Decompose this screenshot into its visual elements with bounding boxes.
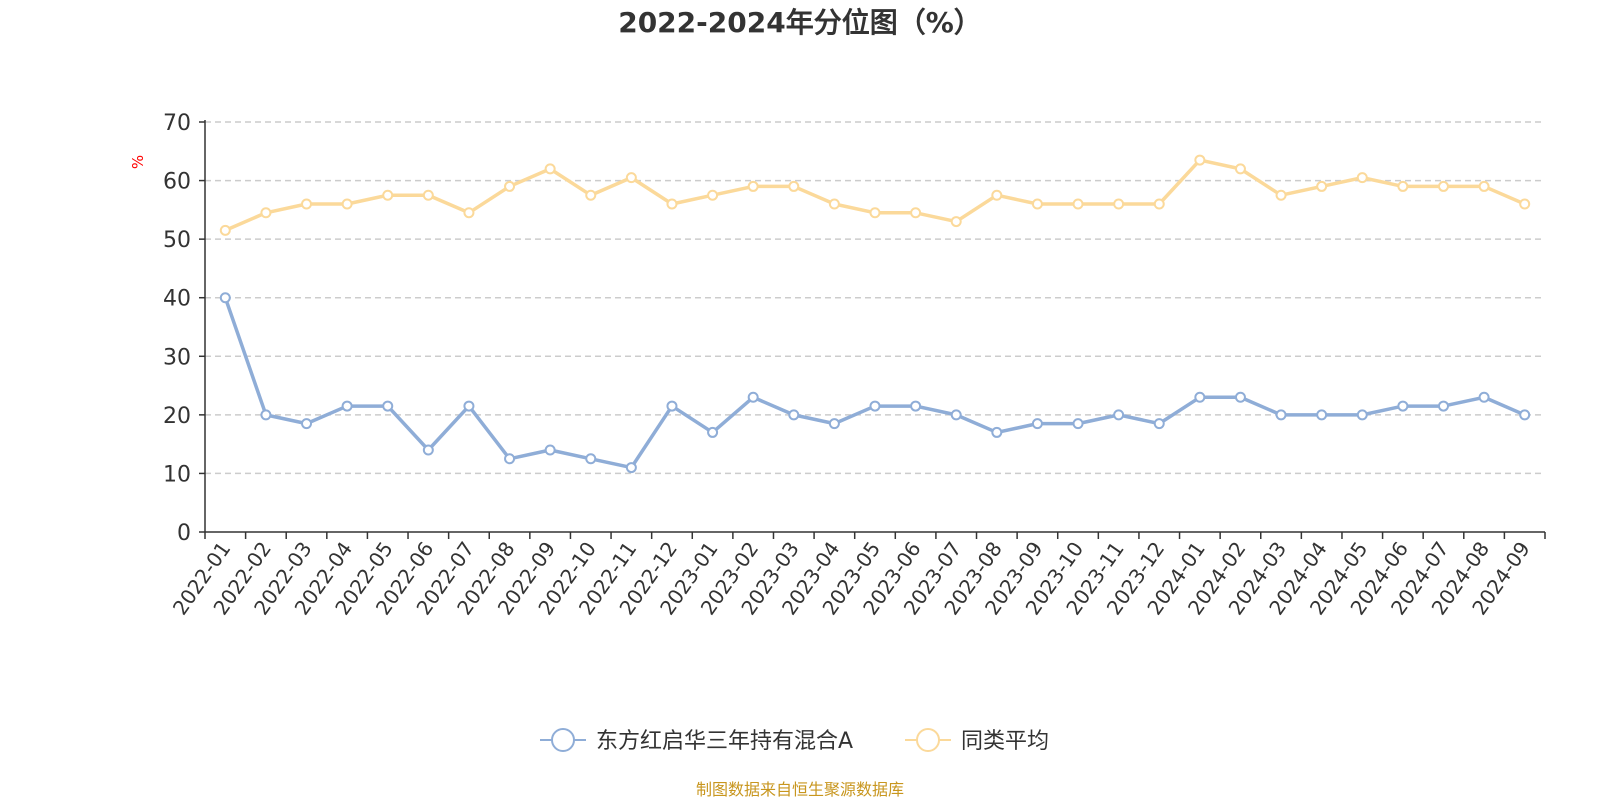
data-point[interactable] [1397, 180, 1409, 192]
data-point[interactable] [1519, 409, 1531, 421]
y-tick-label: 10 [163, 462, 191, 487]
data-point[interactable] [463, 207, 475, 219]
data-point[interactable] [1356, 409, 1368, 421]
data-point[interactable] [1113, 409, 1125, 421]
data-point[interactable] [260, 207, 272, 219]
data-point[interactable] [1437, 400, 1449, 412]
data-point[interactable] [666, 400, 678, 412]
legend[interactable]: 东方红启华三年持有混合A 同类平均 [540, 728, 1049, 754]
data-source-note: 制图数据来自恒生聚源数据库 [696, 780, 904, 799]
y-tick-label: 40 [163, 287, 191, 312]
grid [205, 121, 1545, 475]
y-tick-label: 30 [163, 345, 191, 370]
legend-item-2[interactable]: 同类平均 [905, 728, 1049, 754]
data-point[interactable] [544, 444, 556, 456]
data-point[interactable] [1316, 180, 1328, 192]
legend-label: 同类平均 [961, 729, 1049, 754]
data-point[interactable] [1478, 391, 1490, 403]
legend-label: 东方红启华三年持有混合A [596, 729, 853, 754]
legend-circle-icon [916, 728, 940, 752]
series-line [223, 297, 1526, 470]
series-2 [219, 154, 1531, 236]
data-point[interactable] [301, 418, 313, 430]
axes: 0102030405060702022-012022-022022-032022… [163, 111, 1546, 619]
data-point[interactable] [1437, 180, 1449, 192]
data-point[interactable] [1356, 172, 1368, 184]
data-point[interactable] [585, 453, 597, 465]
data-point[interactable] [1194, 391, 1206, 403]
data-point[interactable] [1519, 198, 1531, 210]
data-point[interactable] [666, 198, 678, 210]
data-point[interactable] [463, 400, 475, 412]
data-point[interactable] [260, 409, 272, 421]
data-point[interactable] [504, 180, 516, 192]
data-point[interactable] [301, 198, 313, 210]
data-point[interactable] [707, 189, 719, 201]
data-point[interactable] [788, 409, 800, 421]
data-point[interactable] [1031, 418, 1043, 430]
data-point[interactable] [910, 207, 922, 219]
data-point[interactable] [788, 180, 800, 192]
data-point[interactable] [1031, 198, 1043, 210]
data-point[interactable] [625, 172, 637, 184]
data-point[interactable] [1153, 418, 1165, 430]
series-line [224, 158, 1526, 232]
data-point[interactable] [747, 391, 759, 403]
data-point[interactable] [869, 207, 881, 219]
data-point[interactable] [341, 198, 353, 210]
data-point[interactable] [991, 189, 1003, 201]
data-point[interactable] [1275, 409, 1287, 421]
y-tick-label: 70 [163, 111, 191, 136]
data-point[interactable] [1275, 189, 1287, 201]
series-1 [219, 292, 1531, 474]
data-point[interactable] [707, 426, 719, 438]
y-axis-unit: % [129, 155, 147, 169]
data-point[interactable] [382, 189, 394, 201]
data-point[interactable] [1234, 391, 1246, 403]
data-point[interactable] [1072, 418, 1084, 430]
data-point[interactable] [625, 462, 637, 474]
data-point[interactable] [1478, 180, 1490, 192]
data-point[interactable] [828, 198, 840, 210]
y-tick-label: 50 [163, 228, 191, 253]
data-point[interactable] [828, 418, 840, 430]
y-tick-label: 0 [177, 521, 191, 546]
y-tick-label: 60 [163, 170, 191, 195]
legend-circle-icon [551, 728, 575, 752]
y-tick-label: 20 [163, 404, 191, 429]
data-point[interactable] [950, 216, 962, 228]
data-point[interactable] [869, 400, 881, 412]
data-point[interactable] [382, 400, 394, 412]
data-point[interactable] [910, 400, 922, 412]
data-point[interactable] [1194, 154, 1206, 166]
data-point[interactable] [544, 163, 556, 175]
data-point[interactable] [219, 224, 231, 236]
data-point[interactable] [991, 426, 1003, 438]
data-point[interactable] [950, 409, 962, 421]
data-point[interactable] [1153, 198, 1165, 210]
data-point[interactable] [422, 444, 434, 456]
data-point[interactable] [585, 189, 597, 201]
data-point[interactable] [1397, 400, 1409, 412]
data-point[interactable] [1072, 198, 1084, 210]
data-point[interactable] [1234, 163, 1246, 175]
data-point[interactable] [1113, 198, 1125, 210]
data-point[interactable] [747, 180, 759, 192]
data-point[interactable] [219, 292, 231, 304]
legend-item-1[interactable]: 东方红启华三年持有混合A [540, 728, 853, 754]
data-point[interactable] [504, 453, 516, 465]
data-point[interactable] [341, 400, 353, 412]
data-point[interactable] [422, 189, 434, 201]
chart-title: 2022-2024年分位图（%） [618, 6, 982, 39]
series-layer [219, 154, 1531, 474]
data-point[interactable] [1316, 409, 1328, 421]
